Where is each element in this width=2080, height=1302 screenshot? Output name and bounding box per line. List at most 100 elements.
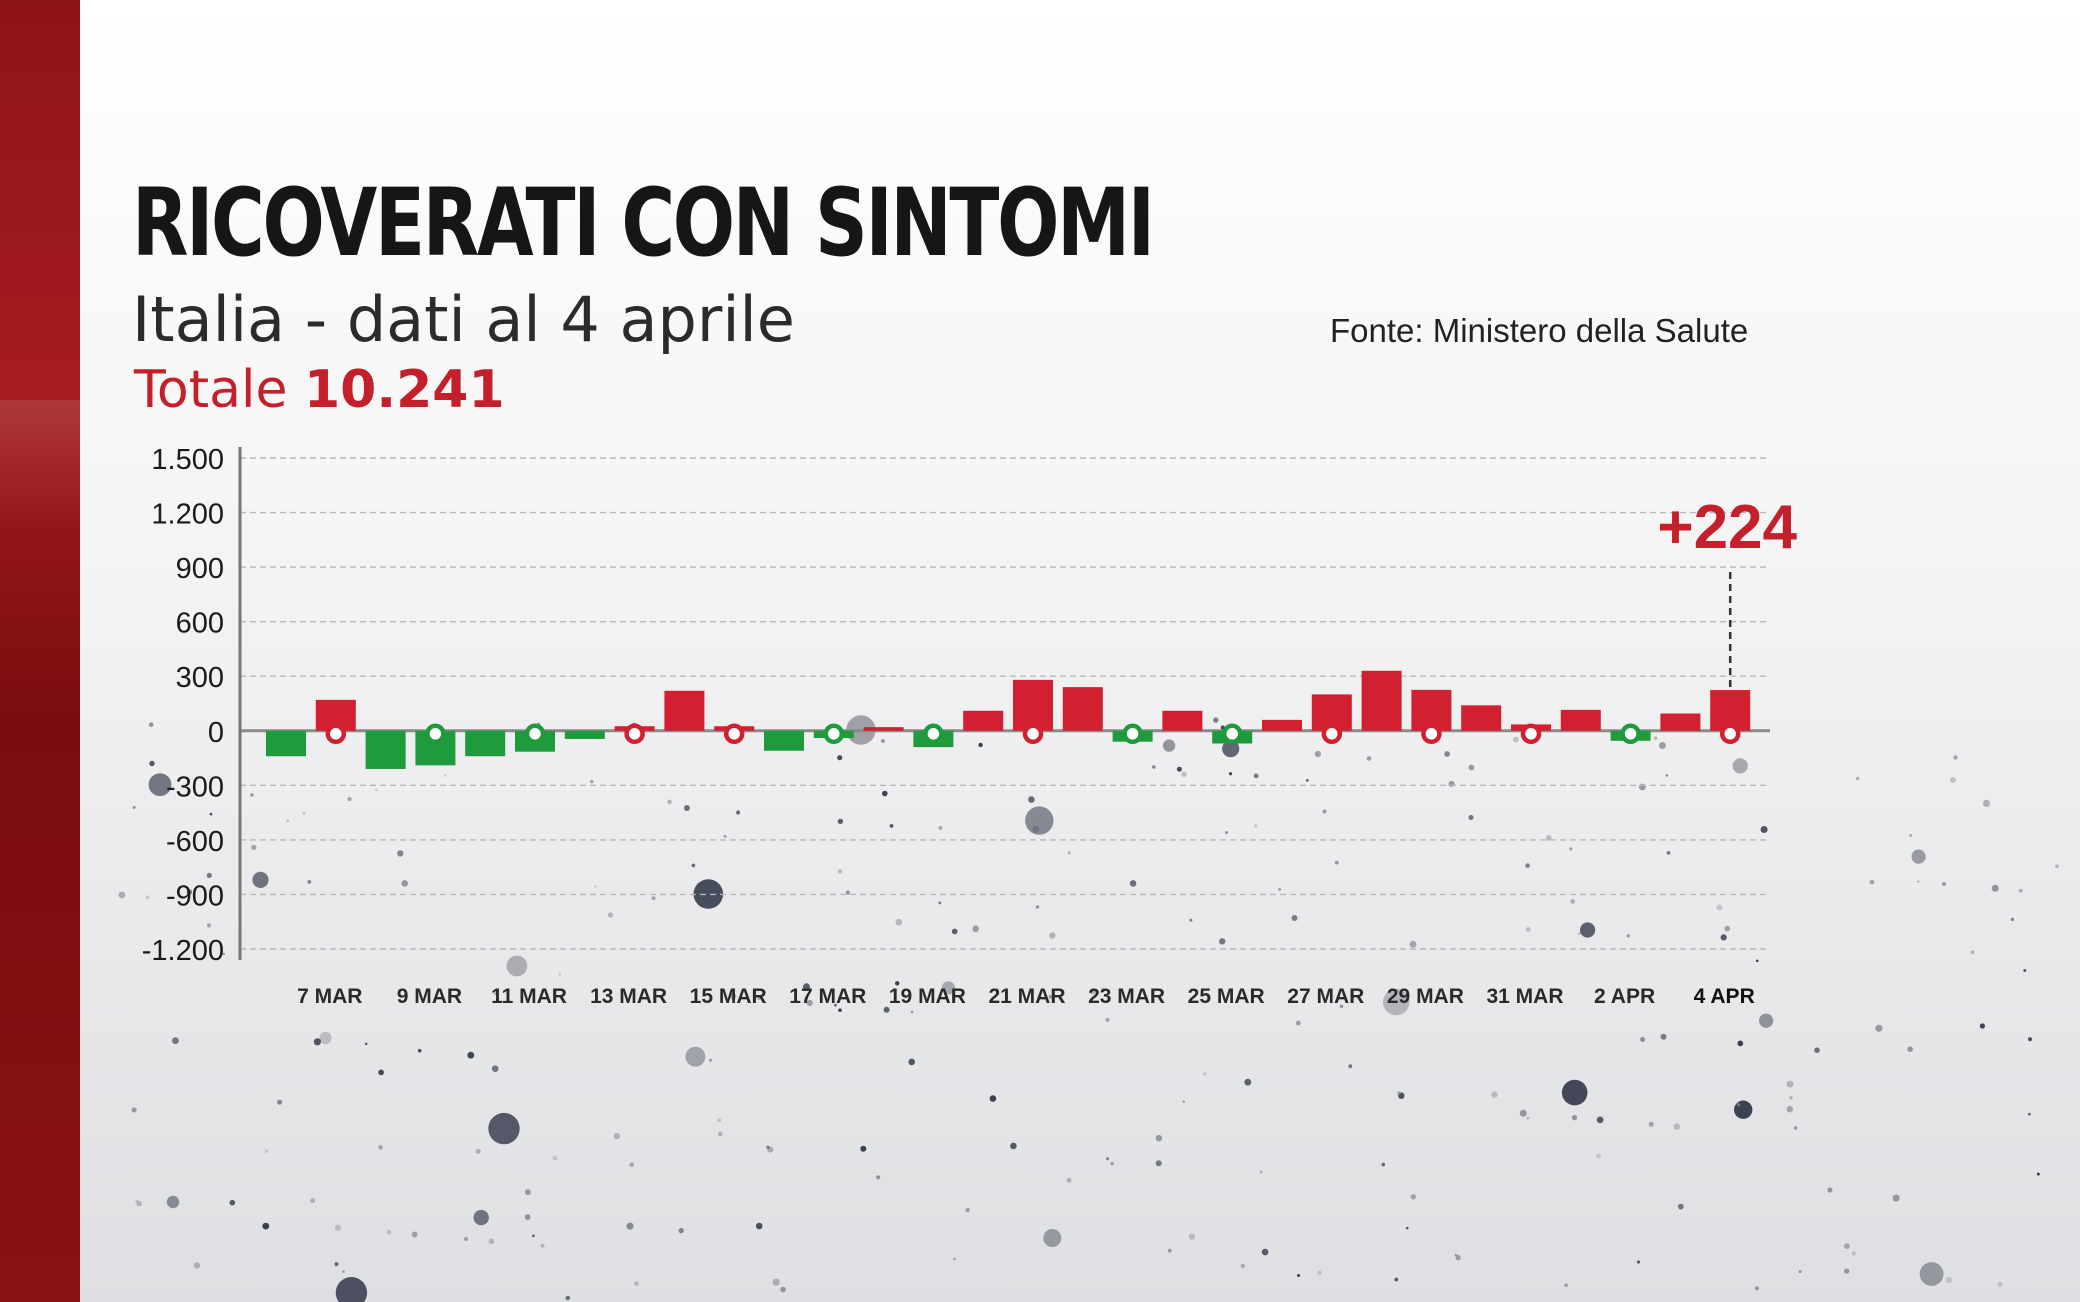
background-dot (1997, 1282, 2003, 1287)
x-tick-label: 4 APR (1694, 985, 1755, 1008)
background-dot (1911, 849, 1926, 864)
zero-marker (524, 723, 546, 745)
bar-16-mar (764, 730, 804, 751)
background-dot (736, 810, 741, 815)
background-dot (1228, 772, 1233, 776)
background-dot (250, 793, 254, 797)
background-dot (691, 863, 696, 868)
background-dot (319, 1031, 332, 1045)
background-dot (757, 997, 761, 1000)
background-dot (1856, 776, 1860, 781)
background-dot (766, 1145, 770, 1149)
background-dot (889, 824, 894, 828)
background-dot (1305, 778, 1309, 782)
background-dot (2028, 1112, 2031, 1116)
background-dot (1919, 1262, 1944, 1286)
background-dot (838, 1008, 842, 1012)
background-dot (1658, 742, 1666, 749)
background-dot (1970, 950, 1975, 955)
background-dot (148, 722, 154, 727)
background-dot (1950, 777, 1956, 783)
background-dot (313, 1038, 321, 1046)
background-dot (1909, 833, 1913, 838)
background-dot (135, 1199, 139, 1203)
background-dot (1814, 1047, 1820, 1053)
background-dot (1444, 751, 1450, 757)
background-dot (626, 1222, 634, 1230)
background-dot (1525, 863, 1530, 868)
x-tick-label: 11 MAR (491, 985, 567, 1008)
background-dot (1626, 934, 1631, 938)
background-dot (1066, 1177, 1072, 1183)
background-dot (1653, 736, 1658, 740)
background-dot (1561, 1079, 1588, 1106)
background-dot (895, 981, 900, 986)
background-dot (136, 1200, 142, 1207)
x-tick-label: 23 MAR (1088, 985, 1165, 1008)
bar-1-apr (1560, 709, 1601, 731)
background-dot (1577, 932, 1581, 936)
background-dot (589, 779, 594, 784)
background-dot (667, 799, 672, 805)
background-dot (2055, 864, 2059, 869)
background-dot (264, 1149, 269, 1153)
background-dot (1760, 826, 1768, 833)
background-dot (683, 805, 690, 811)
background-dot (1491, 1091, 1498, 1098)
background-dot (532, 1234, 535, 1238)
background-dot (1105, 1017, 1110, 1022)
x-tick-label: 29 MAR (1387, 985, 1464, 1008)
background-dot (1219, 938, 1226, 945)
background-dot (417, 1048, 422, 1053)
background-dot (772, 1278, 780, 1286)
x-tick-label: 13 MAR (590, 985, 667, 1008)
background-dot (149, 760, 155, 767)
x-tick-label: 2 APR (1594, 985, 1655, 1008)
background-dot (1945, 1276, 1953, 1284)
bar-20-mar (963, 710, 1004, 731)
background-dot (524, 1189, 531, 1196)
background-dot (1732, 758, 1748, 774)
background-dot (883, 1006, 890, 1013)
background-dot (1665, 774, 1669, 777)
background-dot (837, 869, 843, 874)
background-dot (1798, 1270, 1802, 1273)
zero-marker (1122, 723, 1143, 745)
background-dot (1322, 809, 1327, 814)
background-dot (1786, 1080, 1794, 1088)
background-dot (1025, 806, 1054, 835)
background-dot (1724, 925, 1730, 932)
background-dot (723, 834, 727, 838)
background-dot (131, 1107, 137, 1113)
background-dot (251, 844, 257, 851)
background-dot (2028, 1037, 2032, 1042)
background-dot (1182, 1100, 1185, 1103)
background-dot (1222, 740, 1240, 758)
background-dot (1253, 773, 1259, 779)
background-dot (473, 1209, 489, 1226)
background-dot (881, 739, 885, 743)
background-dot (1162, 739, 1176, 752)
bar-3-apr (1660, 713, 1701, 731)
background-dot (1278, 888, 1281, 891)
background-dot (347, 796, 352, 802)
bar-10-mar (465, 730, 506, 757)
background-dot (1043, 1229, 1062, 1247)
background-dot (229, 1199, 236, 1206)
background-dot (506, 955, 528, 977)
background-dot (1176, 766, 1182, 772)
source-note: Fonte: Ministero della Salute (1330, 312, 1749, 349)
background-dot (1152, 765, 1156, 769)
background-dot (1155, 1160, 1162, 1167)
bar-30-mar (1461, 705, 1502, 731)
background-dot (206, 872, 212, 879)
background-dot (1953, 755, 1958, 760)
background-dot (1048, 994, 1053, 999)
background-dot (310, 1198, 316, 1204)
bar-12-mar (564, 730, 605, 739)
background-dot (1261, 1248, 1269, 1256)
background-dot (1737, 1103, 1741, 1107)
zero-marker (624, 723, 645, 745)
background-dot (607, 912, 614, 918)
